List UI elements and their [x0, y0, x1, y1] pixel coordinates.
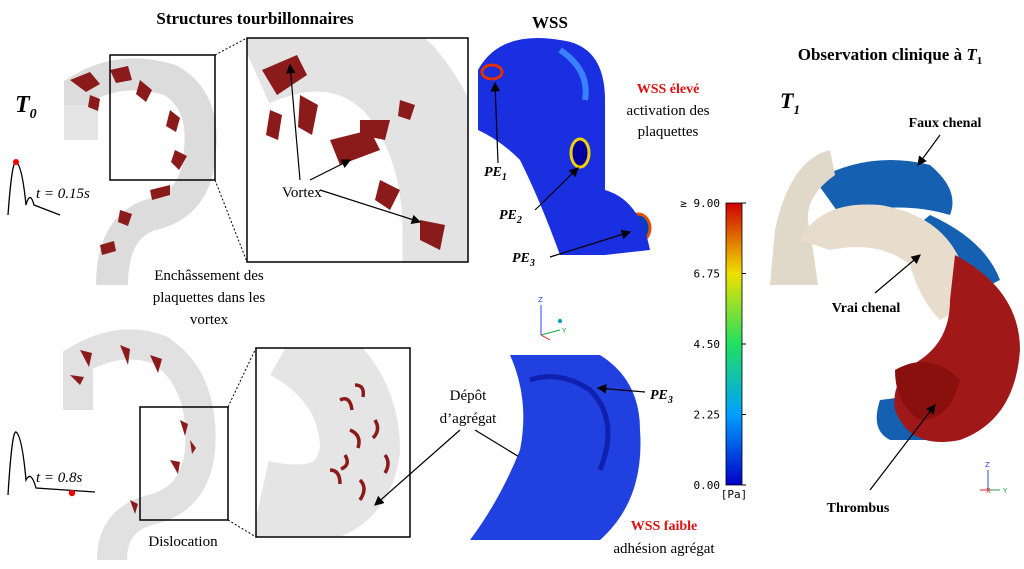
annotation-title: WSS faible: [631, 519, 698, 534]
annotation: Vrai chenal: [832, 301, 901, 316]
annotation: d’agrégat: [440, 411, 497, 427]
time-sub: 0: [30, 107, 37, 122]
colorbar-tick-label: ≥ 9.00: [680, 197, 720, 210]
axis-triad: Z X Y: [980, 461, 1008, 495]
marker-sub: 2: [516, 215, 522, 226]
pulse-curve: [7, 161, 61, 216]
marker-base: PE: [512, 251, 530, 266]
colorbar-tick-label: 4.50: [694, 338, 721, 351]
time-base: T: [780, 88, 795, 113]
annotation: Vortex: [282, 185, 322, 201]
panel-title: Observation clinique à T1: [798, 45, 983, 67]
annotation: Dislocation: [148, 534, 218, 550]
colorbar: [Pa] 0.00 2.25 4.50 6.75 ≥ 9.00: [680, 197, 747, 501]
pulse-marker: [68, 489, 76, 497]
annotation: activation des: [627, 103, 710, 119]
title-sub: 1: [977, 55, 983, 67]
colorbar-unit: [Pa]: [721, 488, 748, 501]
annotation: adhésion agrégat: [613, 541, 715, 557]
annotation: plaquettes: [638, 124, 699, 140]
title-text: Observation clinique à: [798, 45, 967, 64]
colorbar-tick-label: 0.00: [694, 479, 721, 492]
annotation: Thrombus: [827, 501, 890, 516]
marker-label: PE2: [499, 208, 522, 226]
aorta-render: [63, 329, 229, 561]
marker-sub: 3: [529, 258, 535, 269]
aorta-render: [64, 54, 217, 286]
triad-label: Y: [561, 327, 567, 335]
caption: vortex: [190, 312, 229, 328]
pulse-label: t = 0.8s: [36, 470, 83, 486]
marker-sub: 1: [502, 172, 507, 183]
clinical-render: [770, 150, 1020, 442]
zoom-render: [256, 348, 401, 537]
caption: Enchâssement des: [154, 268, 264, 284]
colorbar-tick-label: 2.25: [694, 409, 721, 422]
time-sub: 1: [793, 102, 800, 117]
wss-render: [605, 190, 650, 255]
time-label: T1: [780, 88, 800, 117]
axis-triad: Z Y: [538, 296, 567, 341]
pulse-curve: [7, 431, 96, 496]
panel-title: Structures tourbillonnaires: [156, 9, 354, 28]
triad-label: Z: [538, 296, 543, 304]
colorbar-scale: [725, 202, 743, 486]
time-label: T0: [15, 92, 37, 122]
marker-label: PE1: [484, 165, 507, 183]
triad-label: Z: [985, 461, 990, 469]
marker-base: PE: [650, 388, 668, 403]
annotation: Faux chenal: [909, 116, 982, 131]
caption: plaquettes dans les: [153, 290, 266, 306]
title-math: T: [966, 45, 977, 64]
wss-render: [529, 374, 611, 471]
panel-title: WSS: [532, 13, 568, 32]
marker-base: PE: [499, 208, 517, 223]
colorbar-tick-label: 6.75: [694, 268, 721, 281]
time-base: T: [15, 92, 31, 118]
zoom-render: [247, 38, 468, 262]
triad-label: Y: [1002, 487, 1008, 495]
pulse-marker: [13, 159, 19, 165]
marker-label: PE3: [650, 388, 673, 406]
annotation-title: WSS élevé: [637, 82, 700, 97]
pulse-label: t = 0.15s: [36, 186, 90, 202]
triad-label: X: [986, 487, 991, 495]
marker-sub: 3: [667, 395, 673, 406]
annotation: Dépôt: [450, 388, 487, 404]
marker-label: PE3: [512, 251, 535, 269]
wss-render: [470, 355, 641, 540]
marker-base: PE: [484, 165, 502, 180]
